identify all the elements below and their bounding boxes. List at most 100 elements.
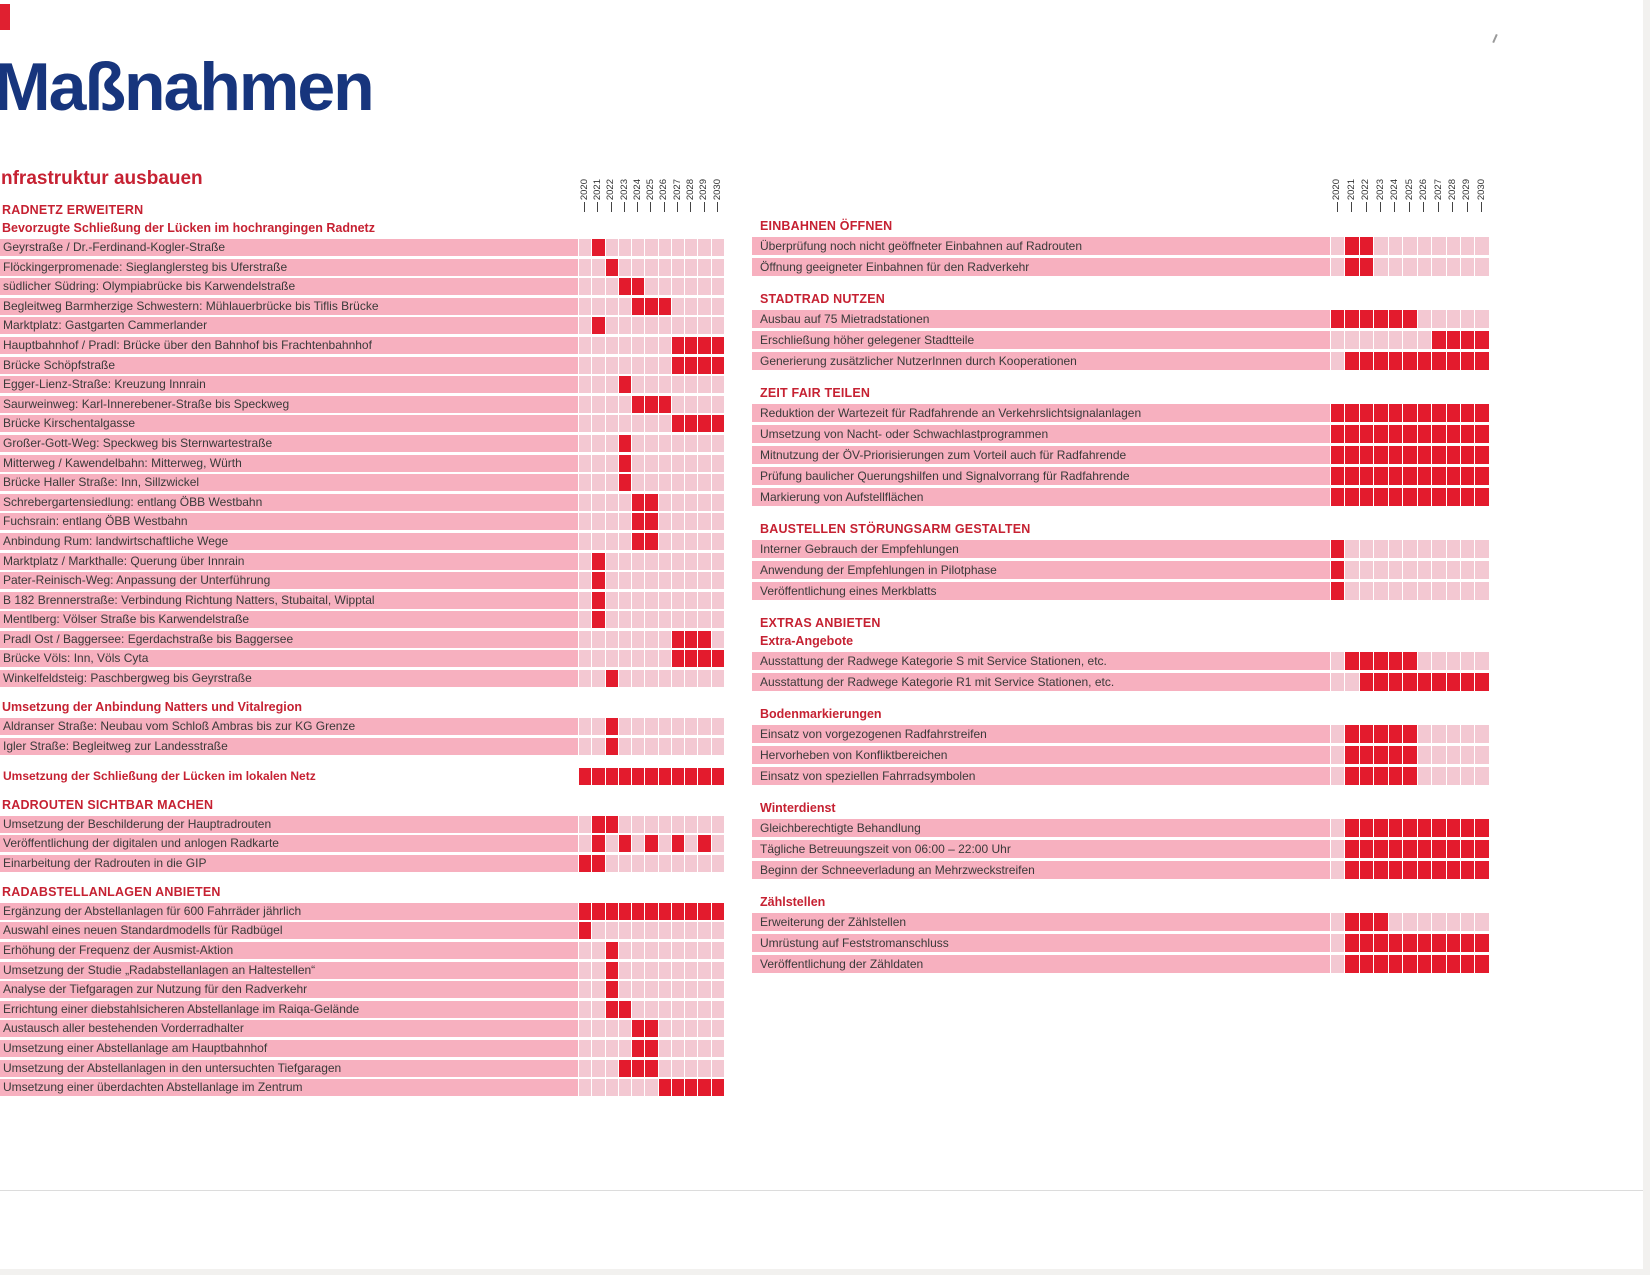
year-cell-2023 (1374, 561, 1388, 579)
timeline-cells (578, 611, 724, 629)
year-cell-2025 (645, 395, 658, 413)
year-cell-2026 (658, 767, 671, 785)
year-cell-2020 (1331, 652, 1345, 670)
year-cell-2028 (1446, 819, 1460, 837)
year-cell-2022 (605, 835, 618, 853)
year-cell-2021 (592, 454, 605, 472)
year-cell-2028 (685, 493, 698, 511)
year-cell-2020 (579, 513, 592, 531)
year-cell-2030 (1475, 819, 1489, 837)
year-cell-2026 (1417, 767, 1432, 785)
year-cell-2024 (632, 239, 645, 256)
year-cell-2029 (1460, 955, 1475, 973)
year-cell-2024 (632, 376, 645, 394)
year-cell-2029 (698, 336, 711, 354)
year-column-2022: 2022 (1359, 156, 1373, 212)
year-cell-2025 (645, 415, 658, 433)
measure-label: Brücke Haller Straße: Inn, Sillzwickel (0, 474, 578, 492)
year-cell-2020 (579, 297, 592, 315)
measure-section: BAUSTELLEN STÖRUNGSARM GESTALTEN Interner… (752, 522, 1497, 600)
year-cell-2028 (685, 376, 698, 394)
year-cell-2022 (605, 902, 618, 920)
year-cell-2024 (632, 356, 645, 374)
year-cell-2023 (618, 981, 632, 999)
measure-row: Ausbau auf 75 Mietradstationen (752, 310, 1497, 328)
year-cell-2029 (698, 552, 711, 570)
year-cell-2024 (1388, 404, 1403, 422)
year-cell-2027 (1432, 446, 1446, 464)
year-label: 2025 (645, 178, 657, 200)
year-cell-2028 (685, 258, 698, 276)
year-tick (1408, 202, 1410, 212)
year-cell-2021 (1345, 310, 1359, 328)
year-cell-2024 (632, 630, 645, 648)
section-header: STADTRAD NUTZEN (760, 292, 885, 306)
year-cell-2023 (1374, 582, 1388, 600)
year-cell-2029 (698, 611, 711, 629)
year-cell-2021 (592, 902, 605, 920)
measure-label: Prüfung baulicher Querungshilfen und Sig… (752, 467, 1330, 485)
year-cell-2029 (1460, 767, 1475, 785)
year-cell-2023 (1374, 446, 1388, 464)
year-label: 2025 (1403, 178, 1415, 200)
year-cell-2024 (1388, 819, 1403, 837)
year-cell-2020 (1331, 582, 1345, 600)
year-cell-2024 (632, 258, 645, 276)
measure-label: Umsetzung der Beschilderung der Hauptrad… (0, 815, 578, 833)
measure-label: Igler Straße: Begleitweg zur Landesstraß… (0, 737, 578, 755)
timeline-cells (578, 572, 724, 590)
year-cell-2020 (579, 611, 592, 629)
year-cell-2027 (671, 317, 685, 335)
year-cell-2022 (605, 454, 618, 472)
year-cell-2021 (592, 278, 605, 296)
year-cell-2029 (698, 278, 711, 296)
measure-row: Brücke Völs: Inn, Völs Cyta (0, 650, 730, 668)
year-cell-2030 (711, 922, 724, 940)
year-cell-2023 (1374, 352, 1388, 370)
year-cell-2025 (645, 239, 658, 256)
measure-row: Umsetzung von Nacht- oder Schwachlastpro… (752, 425, 1497, 443)
year-cell-2020 (579, 902, 592, 920)
year-cell-2029 (1460, 467, 1475, 485)
year-cell-2022 (605, 336, 618, 354)
year-label: 2029 (698, 178, 710, 200)
year-column-2024: 2024 (1388, 156, 1402, 212)
year-cell-2026 (658, 670, 671, 688)
year-cell-2029 (1460, 310, 1475, 328)
measure-label: Umrüstung auf Feststromanschluss (752, 934, 1330, 952)
year-cell-2021 (1345, 955, 1359, 973)
year-cell-2026 (658, 278, 671, 296)
year-cell-2027 (1432, 561, 1446, 579)
year-cell-2030 (711, 493, 724, 511)
year-cell-2021 (592, 415, 605, 433)
year-cell-2022 (1359, 352, 1374, 370)
year-cell-2029 (698, 493, 711, 511)
section-header: EXTRAS ANBIETEN (760, 616, 881, 630)
year-label: 2024 (631, 178, 643, 200)
year-label: 2028 (1446, 178, 1458, 200)
measure-row: Geyrstraße / Dr.-Ferdinand-Kogler-Straße (0, 239, 730, 256)
year-cell-2023 (618, 591, 632, 609)
year-cell-2020 (1331, 913, 1345, 931)
year-cell-2023 (618, 532, 632, 550)
year-cell-2022 (605, 981, 618, 999)
year-column-2025: 2025 (1402, 156, 1416, 212)
year-cell-2020 (1331, 488, 1345, 506)
measure-row: Marktplatz: Gastgarten Cammerlander (0, 317, 730, 335)
year-column-2030: 2030 (711, 156, 724, 212)
timeline-cells (1330, 913, 1489, 931)
year-cell-2021 (592, 239, 605, 256)
year-cell-2023 (618, 902, 632, 920)
measure-label: Hauptbahnhof / Pradl: Brücke über den Ba… (0, 336, 578, 354)
measure-label: Veröffentlichung eines Merkblatts (752, 582, 1330, 600)
year-cell-2026 (658, 737, 671, 755)
year-cell-2025 (645, 513, 658, 531)
page-title: Maßnahmen (0, 49, 375, 125)
year-cell-2025 (645, 474, 658, 492)
year-tick (1481, 202, 1483, 212)
timeline-cells (1330, 540, 1489, 558)
year-cell-2029 (698, 239, 711, 256)
year-cell-2027 (671, 1059, 685, 1077)
year-label: 2022 (1360, 178, 1372, 200)
measure-row: Brücke Schöpfstraße (0, 356, 730, 374)
